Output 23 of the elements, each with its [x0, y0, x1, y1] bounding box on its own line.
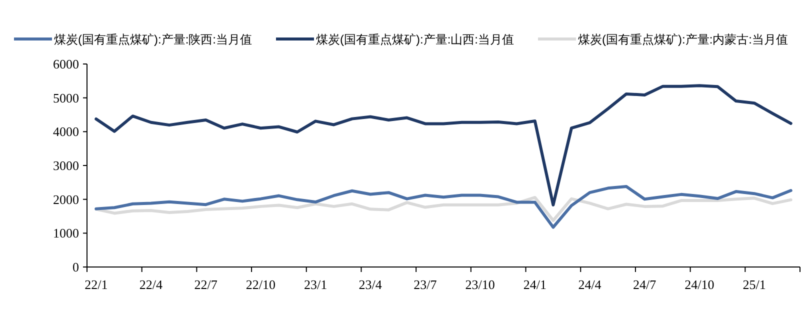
y-tick-label: 1000: [53, 226, 79, 241]
y-tick-label: 5000: [53, 90, 79, 106]
x-tick-label: 25/1: [742, 277, 766, 292]
y-tick-label: 0: [72, 260, 79, 274]
x-tick-label: 22/1: [84, 277, 108, 292]
x-tick-label: 24/4: [578, 277, 602, 292]
y-tick-label: 3000: [53, 158, 79, 173]
x-tick-label: 23/10: [465, 277, 495, 292]
y-tick-label: 2000: [53, 192, 79, 207]
x-tick-label: 24/1: [523, 277, 546, 292]
y-tick-label: 6000: [53, 56, 79, 72]
x-tick-label: 22/7: [194, 277, 218, 292]
legend-label: 煤炭(国有重点煤矿):产量:内蒙古:当月值: [578, 32, 788, 46]
x-tick-label: 23/1: [304, 277, 328, 292]
x-tick-label: 24/7: [633, 277, 657, 292]
x-tick-label: 23/7: [414, 277, 438, 292]
y-tick-label: 4000: [53, 124, 79, 140]
x-tick-label: 22/4: [139, 277, 164, 292]
legend-label: 煤炭(国有重点煤矿):产量:山西:当月值: [316, 32, 514, 46]
x-tick-label: 23/4: [358, 277, 382, 292]
x-tick-label: 24/10: [684, 277, 714, 292]
legend-label: 煤炭(国有重点煤矿):产量:陕西:当月值: [54, 32, 252, 46]
x-tick-label: 22/10: [246, 277, 276, 292]
